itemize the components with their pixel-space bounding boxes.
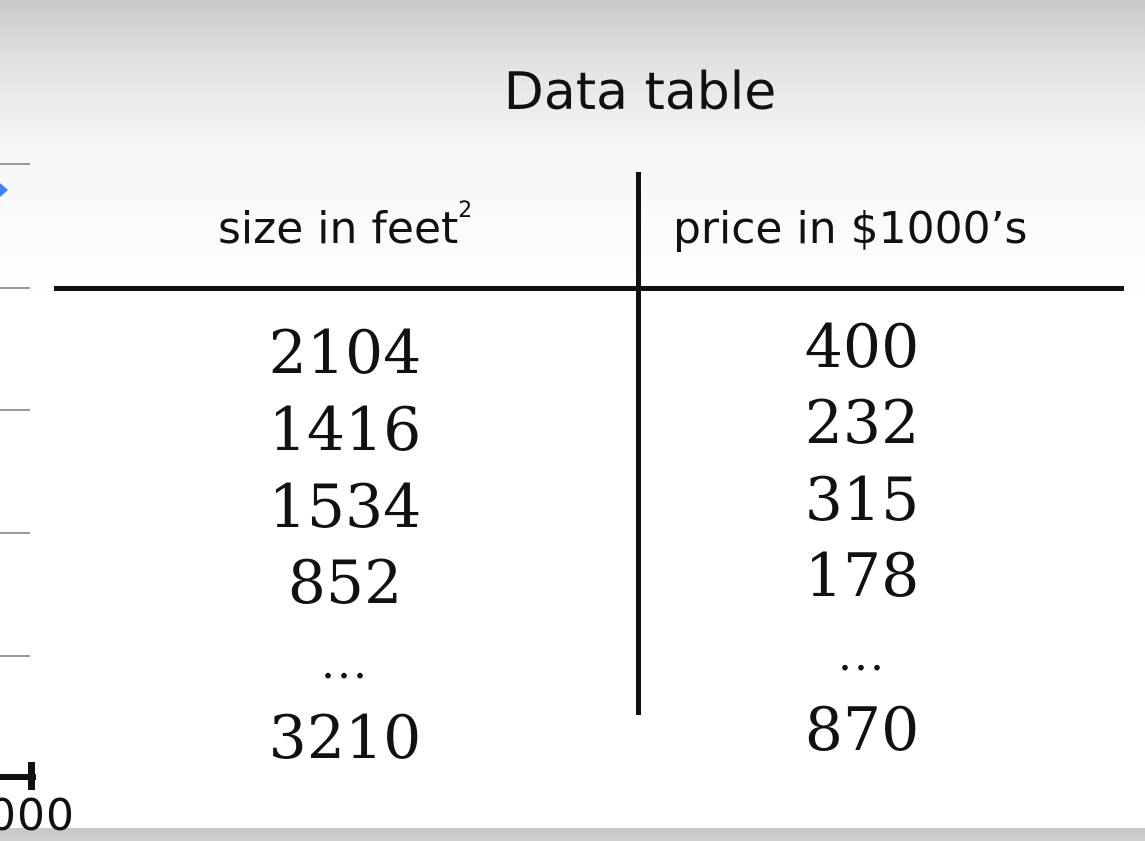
chart-axis-tick (28, 762, 35, 790)
header-divider (54, 286, 1124, 291)
table-cell-size: 1534 (268, 472, 422, 542)
table-cell-price: 870 (804, 695, 920, 765)
chart-data-marker (0, 183, 8, 197)
chart-gridline (0, 409, 30, 411)
chart-gridline (0, 655, 30, 657)
table-cell-price: 178 (804, 541, 920, 611)
table-cell-size: 852 (287, 548, 403, 618)
column-header-size: size in feet2 (218, 200, 472, 255)
table-cell-size: 1416 (268, 395, 422, 465)
table-cell-price: 315 (804, 465, 920, 535)
chart-gridline (0, 287, 30, 289)
column-header-price: price in $1000’s (673, 203, 1028, 254)
table-title: Data table (503, 62, 777, 122)
table-cell-size-ellipsis: ... (321, 638, 369, 689)
table-cell-price: 232 (804, 388, 920, 458)
chart-axis-line (0, 774, 36, 780)
table-cell-price: 400 (804, 312, 920, 382)
chart-gridline (0, 163, 30, 165)
chart-axis-tick-label: 000 (0, 790, 75, 841)
column-divider (636, 172, 641, 715)
table-cell-price-ellipsis: ... (838, 630, 886, 681)
chart-gridline (0, 532, 30, 534)
superscript-two: 2 (458, 198, 473, 223)
table-cell-size: 3210 (268, 703, 422, 773)
table-cell-size: 2104 (268, 318, 422, 388)
column-header-size-label: size in feet (218, 203, 459, 254)
